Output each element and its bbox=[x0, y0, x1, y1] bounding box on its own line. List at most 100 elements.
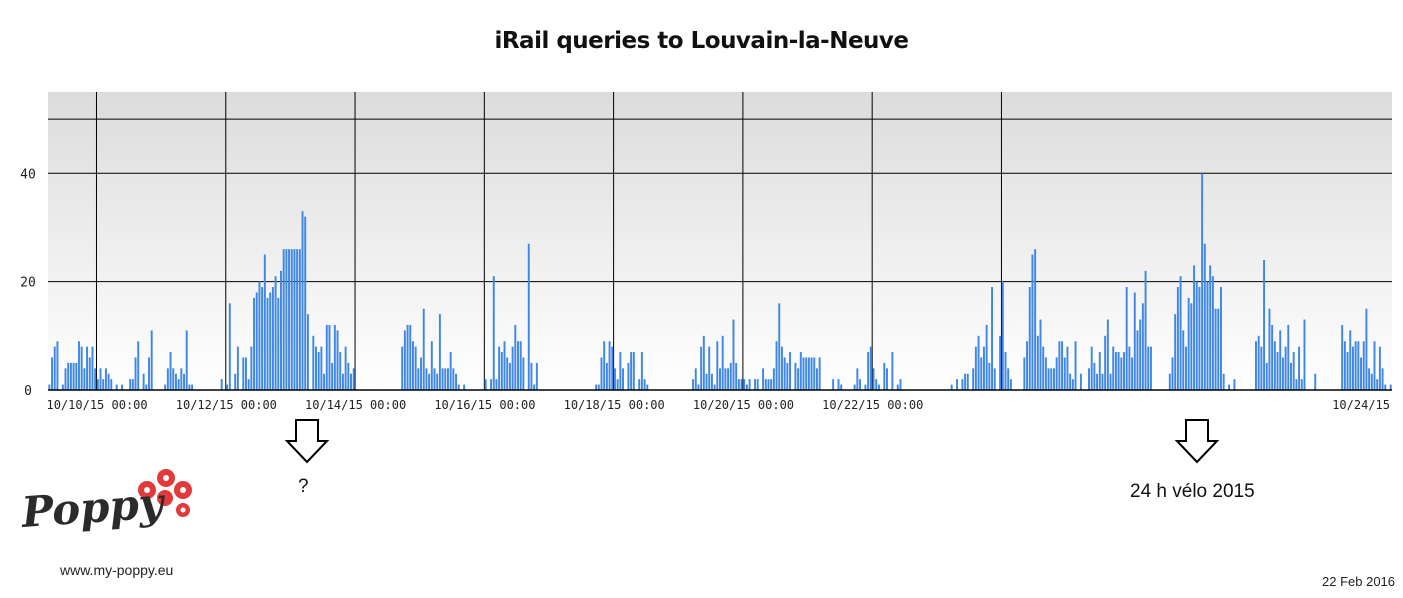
bar bbox=[799, 352, 802, 390]
bar bbox=[1265, 362, 1268, 390]
bar bbox=[961, 379, 964, 390]
bar bbox=[236, 346, 239, 390]
bar bbox=[244, 357, 247, 390]
bar bbox=[974, 346, 977, 390]
bar bbox=[1112, 346, 1115, 390]
site-url: www.my-poppy.eu bbox=[60, 562, 174, 578]
bar bbox=[323, 373, 326, 390]
bar bbox=[137, 341, 140, 390]
bar bbox=[1257, 335, 1260, 390]
bar bbox=[867, 352, 870, 390]
bar bbox=[444, 368, 447, 390]
bar bbox=[347, 362, 350, 390]
bar bbox=[1128, 346, 1131, 390]
bar bbox=[853, 384, 856, 390]
bar bbox=[613, 368, 616, 390]
bar bbox=[1217, 308, 1220, 390]
bar bbox=[280, 270, 282, 390]
bar bbox=[517, 341, 519, 390]
bar bbox=[102, 379, 105, 390]
poppy-logo-icon bbox=[138, 469, 192, 517]
logo-text: Poppy bbox=[20, 478, 167, 537]
bar bbox=[457, 384, 460, 390]
bar bbox=[1365, 308, 1368, 390]
bar bbox=[1187, 297, 1190, 390]
down-arrow-icon bbox=[284, 419, 330, 464]
bar bbox=[622, 368, 625, 390]
y-tick-label: 40 bbox=[20, 167, 36, 182]
bar bbox=[247, 379, 250, 390]
bar bbox=[110, 379, 113, 390]
bar bbox=[78, 341, 80, 390]
bar bbox=[312, 335, 315, 390]
bar bbox=[121, 384, 124, 390]
bar bbox=[605, 362, 608, 390]
bar bbox=[142, 373, 145, 390]
bar bbox=[1222, 373, 1225, 390]
bar bbox=[420, 357, 422, 390]
bar bbox=[724, 368, 727, 390]
bar bbox=[743, 379, 746, 390]
bar bbox=[522, 357, 525, 390]
bar bbox=[183, 373, 185, 390]
bar bbox=[991, 287, 993, 390]
bar bbox=[778, 303, 781, 390]
bar bbox=[228, 303, 231, 390]
bar bbox=[869, 346, 872, 390]
bar bbox=[339, 352, 342, 390]
bar bbox=[403, 330, 406, 390]
bar bbox=[180, 368, 183, 390]
bar bbox=[56, 341, 59, 390]
bar bbox=[1376, 379, 1379, 390]
bar bbox=[883, 362, 886, 390]
bar bbox=[1168, 373, 1171, 390]
bar bbox=[1184, 346, 1187, 390]
bar bbox=[115, 384, 118, 390]
bar bbox=[721, 335, 724, 390]
bar bbox=[433, 368, 436, 390]
bar bbox=[174, 373, 177, 390]
bar bbox=[1260, 346, 1263, 390]
bar bbox=[608, 341, 611, 390]
bar bbox=[514, 324, 517, 390]
bar bbox=[980, 357, 983, 390]
bar bbox=[775, 341, 778, 390]
bar bbox=[1004, 352, 1007, 390]
bar bbox=[131, 379, 134, 390]
bar bbox=[530, 362, 533, 390]
bar bbox=[1109, 373, 1112, 390]
bar bbox=[430, 341, 433, 390]
bar bbox=[325, 324, 328, 390]
bar bbox=[500, 352, 503, 390]
bar bbox=[1287, 324, 1290, 390]
bar bbox=[1096, 373, 1099, 390]
bar bbox=[1373, 341, 1376, 390]
bar bbox=[436, 373, 439, 390]
bar bbox=[1023, 357, 1026, 390]
bar bbox=[802, 357, 805, 390]
bar bbox=[1079, 373, 1082, 390]
bar bbox=[48, 384, 51, 390]
bar bbox=[134, 357, 137, 390]
bar bbox=[1179, 276, 1182, 390]
bar bbox=[1284, 346, 1287, 390]
bar bbox=[1120, 357, 1123, 390]
bar bbox=[1174, 314, 1177, 390]
bar bbox=[1298, 346, 1301, 390]
bar bbox=[533, 384, 536, 390]
bar bbox=[1290, 362, 1292, 390]
bar bbox=[306, 314, 309, 390]
bar bbox=[91, 346, 94, 390]
bar bbox=[1381, 368, 1384, 390]
bar bbox=[1211, 276, 1214, 390]
y-tick-label: 20 bbox=[20, 276, 36, 291]
bar bbox=[1063, 357, 1066, 390]
bar bbox=[710, 373, 713, 390]
bar bbox=[988, 362, 991, 390]
bar bbox=[266, 297, 269, 390]
bar bbox=[1362, 341, 1365, 390]
bar bbox=[832, 379, 835, 390]
bar bbox=[1171, 357, 1174, 390]
bar bbox=[1343, 341, 1346, 390]
